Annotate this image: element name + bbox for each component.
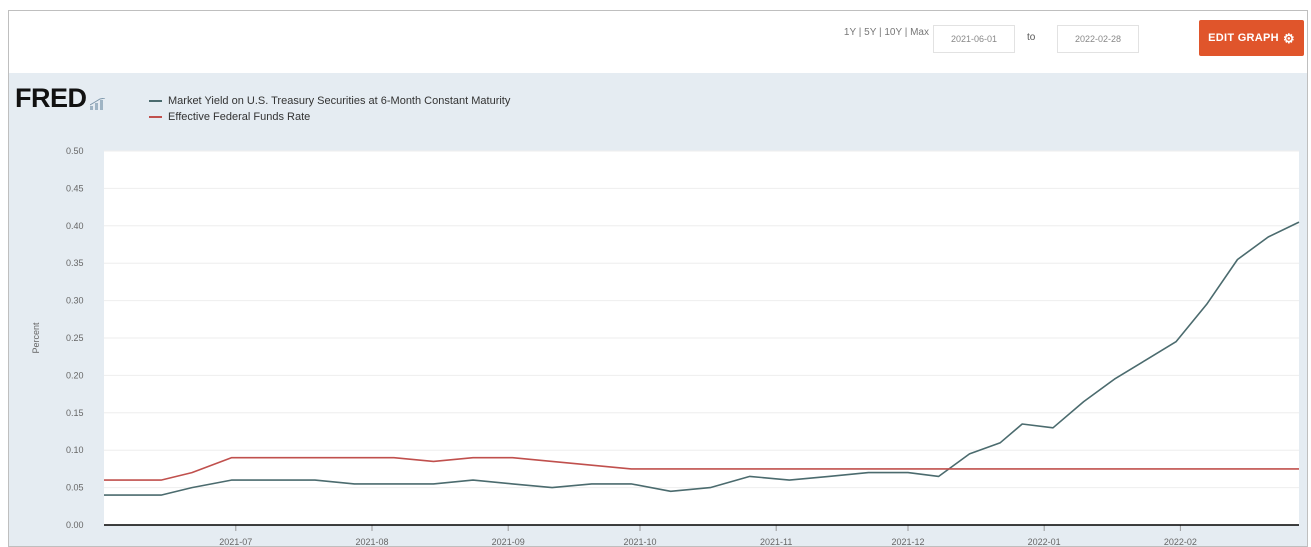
legend-label-treasury-6m: Market Yield on U.S. Treasury Securities… xyxy=(168,95,511,107)
gear-icon: ⚙ xyxy=(1282,30,1295,46)
graph-area: 0.00 0.05 0.10 0.15 0.20 0.25 0.30 0.35 0.40 0.45… xyxy=(9,73,1307,547)
x-tick-label: 2021-11 xyxy=(760,537,792,547)
y-tick-label: 0.45 xyxy=(66,183,84,193)
y-tick-label: 0.10 xyxy=(66,445,84,455)
x-tick-label: 2021-09 xyxy=(492,537,525,547)
x-tick-label: 2021-08 xyxy=(355,537,388,547)
y-axis-title: Percent xyxy=(31,322,41,354)
y-tick-label: 0.15 xyxy=(66,408,84,418)
date-range-presets[interactable]: 1Y | 5Y | 10Y | Max xyxy=(843,27,929,38)
legend-item-fed-funds[interactable]: Effective Federal Funds Rate xyxy=(149,109,510,125)
y-tick-label: 0.25 xyxy=(66,333,84,343)
line-chart: 0.00 0.05 0.10 0.15 0.20 0.25 0.30 0.35 0.40 0.45… xyxy=(31,146,1300,547)
y-tick-label: 0.05 xyxy=(66,483,84,493)
legend-swatch-fed-funds xyxy=(149,116,162,118)
chart-line-icon xyxy=(89,98,105,110)
series-line-treasury-6m[interactable] xyxy=(104,221,1300,496)
y-tick-label: 0.40 xyxy=(66,221,84,231)
edit-graph-label: EDIT GRAPH xyxy=(1208,32,1279,44)
date-range-to-label: to xyxy=(1027,32,1036,43)
x-tick-label: 2021-10 xyxy=(623,537,656,547)
y-tick-label: 0.50 xyxy=(66,146,84,156)
y-tick-label: 0.00 xyxy=(66,520,84,530)
fred-logo-text: FRED xyxy=(15,83,87,113)
x-tick-label: 2022-02 xyxy=(1164,537,1197,547)
fred-logo: FRED xyxy=(15,85,106,112)
x-tick-label: 2021-12 xyxy=(891,537,924,547)
fred-graph-frame: 1Y | 5Y | 10Y | Max to EDIT GRAPH ⚙ 0.00… xyxy=(8,10,1308,547)
series-line-fed-funds[interactable] xyxy=(104,456,1299,481)
graph-toolbar: 1Y | 5Y | 10Y | Max to EDIT GRAPH ⚙ xyxy=(9,11,1307,73)
chart-legend: Market Yield on U.S. Treasury Securities… xyxy=(149,93,510,125)
x-tick-label: 2021-07 xyxy=(219,537,252,547)
legend-label-fed-funds: Effective Federal Funds Rate xyxy=(168,111,311,123)
legend-swatch-treasury-6m xyxy=(149,100,162,102)
y-tick-label: 0.30 xyxy=(66,296,84,306)
end-date-input[interactable] xyxy=(1057,25,1139,53)
x-tick-label: 2022-01 xyxy=(1028,537,1061,547)
y-tick-label: 0.35 xyxy=(66,258,84,268)
edit-graph-button[interactable]: EDIT GRAPH ⚙ xyxy=(1199,20,1304,56)
start-date-input[interactable] xyxy=(933,25,1015,53)
y-tick-label: 0.20 xyxy=(66,370,84,380)
legend-item-treasury-6m[interactable]: Market Yield on U.S. Treasury Securities… xyxy=(149,93,510,109)
